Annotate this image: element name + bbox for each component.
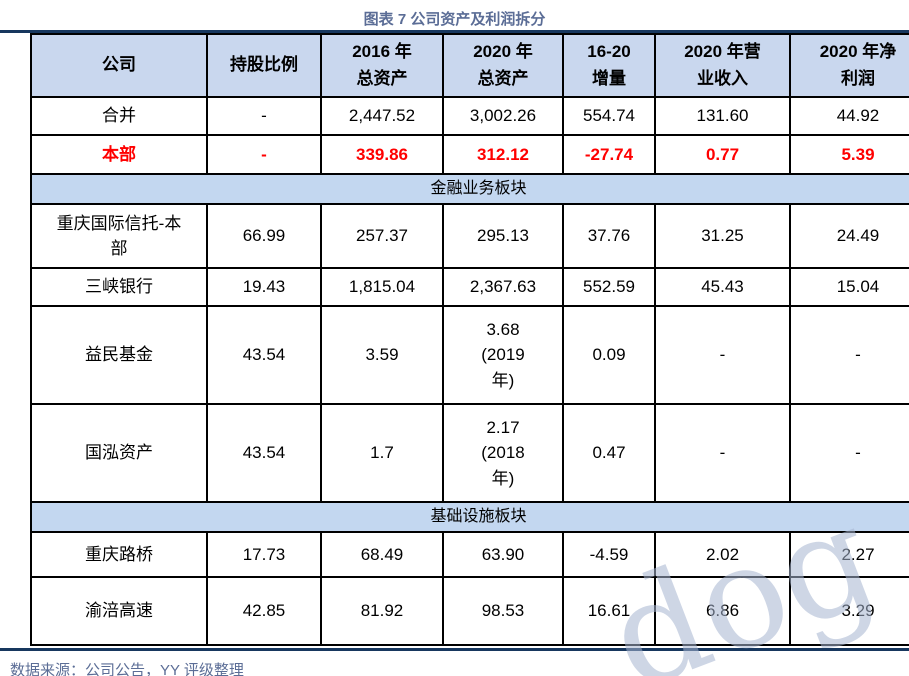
section-row: 金融业务板块	[30, 173, 909, 205]
value-cell: -	[654, 403, 791, 503]
table-body: 合并 -2,447.52 3,002.26 554.74 131.60 44.92 本部 -3…	[30, 96, 909, 646]
value-cell: 0.09	[562, 305, 656, 405]
table-row: 本部 -339.86 312.12 -27.74 0.77 5.39	[30, 134, 909, 175]
value-cell: -	[789, 305, 909, 405]
value-cell: 312.12	[442, 134, 564, 175]
company-cell: 渝涪高速	[30, 576, 208, 646]
value-cell: 6.86	[654, 576, 791, 646]
table-row: 国泓资产 43.54 1.7 2.17 (2018 年) 0.47- -	[30, 403, 909, 503]
value-cell: 81.92	[320, 576, 444, 646]
value-cell: -	[654, 305, 791, 405]
column-header: 持股比例	[206, 33, 322, 98]
value-cell: 2,367.63	[442, 267, 564, 307]
value-cell: 43.54	[206, 403, 322, 503]
source-note: 数据来源：公司公告，YY 评级整理	[10, 662, 244, 676]
value-cell: 1.7	[320, 403, 444, 503]
column-header: 2020 年 总资产	[442, 33, 564, 98]
top-rule	[0, 30, 909, 33]
value-cell: 1,815.04	[320, 267, 444, 307]
section-label: 基础设施板块	[30, 501, 909, 533]
value-cell: 66.99	[206, 203, 322, 269]
value-cell: 63.90	[442, 531, 564, 578]
value-cell: 3.29	[789, 576, 909, 646]
value-cell: 2,447.52	[320, 96, 444, 136]
assets-profit-table: 公司 持股比例 2016 年 总资产 2020 年 总资产 16-20 增量 2020 年…	[30, 33, 909, 646]
company-cell: 益民基金	[30, 305, 208, 405]
table-row: 重庆国际信托-本 部 66.99 257.37 295.13 37.76 31.25 24.…	[30, 203, 909, 269]
column-header: 2016 年 总资产	[320, 33, 444, 98]
column-header: 16-20 增量	[562, 33, 656, 98]
value-cell: 3.59	[320, 305, 444, 405]
table-row: 三峡银行 19.43 1,815.04 2,367.63 552.59 45.43 15.0…	[30, 267, 909, 307]
table-row: 渝涪高速 42.85 81.92 98.53 16.61 6.86 3.29	[30, 576, 909, 646]
value-cell: 68.49	[320, 531, 444, 578]
section-label: 金融业务板块	[30, 173, 909, 205]
value-cell: 31.25	[654, 203, 791, 269]
value-cell: 19.43	[206, 267, 322, 307]
value-cell: 43.54	[206, 305, 322, 405]
value-cell: 2.27	[789, 531, 909, 578]
value-cell: -	[206, 96, 322, 136]
table-header-row: 公司 持股比例 2016 年 总资产 2020 年 总资产 16-20 增量 2020 年…	[30, 33, 909, 98]
value-cell: 42.85	[206, 576, 322, 646]
bottom-rule	[0, 648, 909, 651]
section-row: 基础设施板块	[30, 501, 909, 533]
company-cell: 重庆国际信托-本 部	[30, 203, 208, 269]
value-cell: 257.37	[320, 203, 444, 269]
column-header: 2020 年净 利润	[789, 33, 909, 98]
value-cell: 3,002.26	[442, 96, 564, 136]
value-cell: 131.60	[654, 96, 791, 136]
value-cell: -4.59	[562, 531, 656, 578]
value-cell: 3.68 (2019 年)	[442, 305, 564, 405]
figure-title: 图表 7 公司资产及利润拆分	[363, 11, 546, 28]
value-cell: 554.74	[562, 96, 656, 136]
table-row: 合并 -2,447.52 3,002.26 554.74 131.60 44.92	[30, 96, 909, 136]
company-cell: 重庆路桥	[30, 531, 208, 578]
table-row: 重庆路桥 17.73 68.49 63.90 -4.59 2.02 2.27	[30, 531, 909, 578]
value-cell: 2.02	[654, 531, 791, 578]
table-row: 益民基金 43.54 3.59 3.68 (2019 年) 0.09- -	[30, 305, 909, 405]
value-cell: 45.43	[654, 267, 791, 307]
value-cell: -27.74	[562, 134, 656, 175]
company-cell: 合并	[30, 96, 208, 136]
value-cell: 16.61	[562, 576, 656, 646]
value-cell: 0.47	[562, 403, 656, 503]
column-header: 公司	[30, 33, 208, 98]
value-cell: 17.73	[206, 531, 322, 578]
value-cell: 2.17 (2018 年)	[442, 403, 564, 503]
value-cell: 24.49	[789, 203, 909, 269]
column-header: 2020 年营 业收入	[654, 33, 791, 98]
value-cell: 339.86	[320, 134, 444, 175]
table-header: 公司 持股比例 2016 年 总资产 2020 年 总资产 16-20 增量 2020 年…	[30, 33, 909, 98]
value-cell: 98.53	[442, 576, 564, 646]
value-cell: 552.59	[562, 267, 656, 307]
value-cell: -	[789, 403, 909, 503]
value-cell: 0.77	[654, 134, 791, 175]
value-cell: 5.39	[789, 134, 909, 175]
company-cell: 三峡银行	[30, 267, 208, 307]
company-cell: 国泓资产	[30, 403, 208, 503]
value-cell: 295.13	[442, 203, 564, 269]
company-cell: 本部	[30, 134, 208, 175]
value-cell: 44.92	[789, 96, 909, 136]
value-cell: -	[206, 134, 322, 175]
value-cell: 37.76	[562, 203, 656, 269]
value-cell: 15.04	[789, 267, 909, 307]
